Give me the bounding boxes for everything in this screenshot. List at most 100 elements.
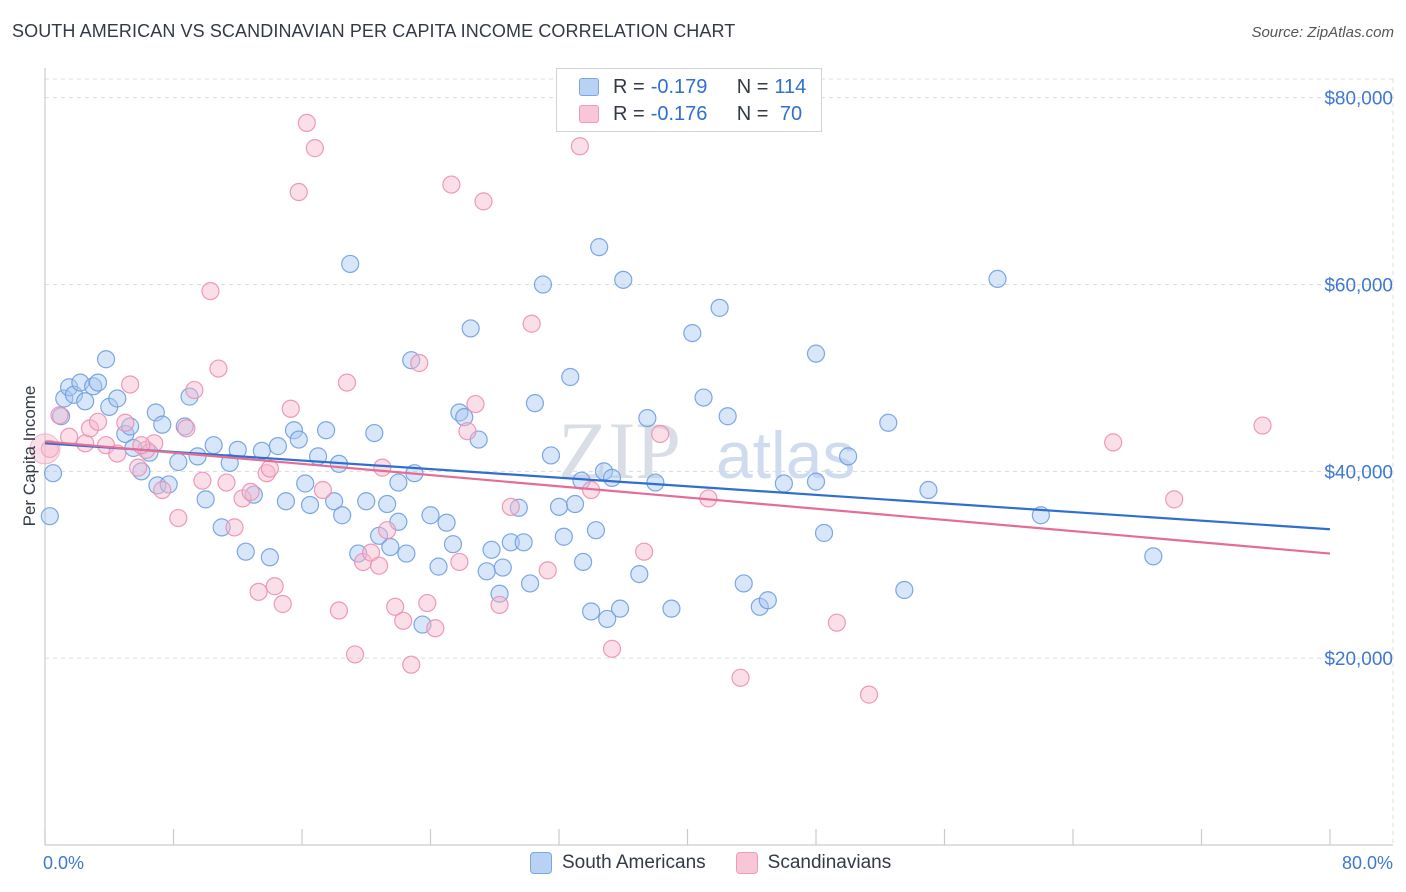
data-point-scandinavian: [378, 521, 397, 540]
data-point-scandinavian: [635, 542, 654, 561]
data-point-south-american: [381, 537, 400, 557]
legend-swatch-pink: [579, 105, 599, 123]
data-point-south-american: [455, 408, 474, 427]
data-point-south-american: [602, 468, 622, 487]
data-point-scandinavian: [418, 593, 437, 613]
y-tick-label: $40,000: [1324, 462, 1393, 483]
data-point-scandinavian: [305, 139, 324, 158]
data-point-south-american: [429, 557, 448, 576]
data-point-scandinavian: [501, 497, 520, 516]
legend-r-label: R =: [613, 102, 645, 125]
y-axis-label: Per Capita Income: [20, 385, 39, 527]
series-south-americans: [40, 238, 1163, 634]
data-point-scandinavian: [570, 137, 589, 156]
data-point-south-american: [325, 492, 344, 511]
data-point-south-american: [341, 254, 360, 274]
data-point-south-american: [582, 602, 601, 621]
data-point-south-american: [153, 415, 172, 434]
data-point-scandinavian: [1104, 433, 1123, 452]
data-point-scandinavian: [153, 480, 172, 500]
data-point-scandinavian: [394, 611, 413, 630]
data-point-scandinavian: [859, 685, 879, 704]
data-point-south-american: [590, 238, 609, 257]
data-point-scandinavian: [273, 594, 292, 614]
data-point-south-american: [284, 421, 304, 440]
legend-n-label: N =: [736, 75, 769, 98]
data-point-south-american: [758, 591, 777, 610]
data-point-scandinavian: [185, 380, 204, 400]
data-point-south-american: [586, 521, 606, 540]
legend-row-scandinavians: R = -0.176 N = 70: [579, 101, 802, 127]
data-point-south-american: [549, 497, 569, 516]
data-point-scandinavian: [116, 413, 135, 432]
data-point-scandinavian: [329, 601, 349, 620]
data-point-south-american: [397, 544, 416, 563]
data-point-scandinavian: [651, 424, 670, 444]
data-point-south-american: [188, 447, 207, 466]
data-point-south-american: [573, 552, 593, 572]
legend-n-label: N =: [736, 102, 769, 125]
data-point-south-american: [610, 599, 630, 618]
data-point-south-american: [1144, 547, 1163, 566]
data-point-south-american: [525, 394, 545, 413]
data-point-south-american: [289, 430, 308, 449]
x-tick-label: 80.0%: [1342, 853, 1393, 873]
data-point-south-american: [204, 436, 223, 455]
data-point-scandinavian: [241, 482, 260, 501]
chart-title: SOUTH AMERICAN VS SCANDINAVIAN PER CAPIT…: [12, 21, 736, 41]
data-point-scandinavian: [370, 556, 389, 575]
data-point-scandinavian: [121, 375, 140, 394]
data-point-south-american: [365, 423, 384, 443]
tick-labels: $20,000 $40,000 $60,000 $80,000 0.0% 80.0%: [43, 89, 1393, 873]
data-point-south-american: [839, 447, 858, 466]
data-point-scandinavian: [490, 595, 509, 615]
data-point-south-american: [561, 367, 580, 387]
data-point-scandinavian: [602, 639, 622, 658]
data-point-south-american: [437, 513, 456, 532]
data-point-south-american: [598, 609, 617, 629]
data-point-south-american: [276, 492, 296, 511]
x-tick-label: 0.0%: [43, 853, 84, 873]
trend-lines: [44, 440, 1331, 555]
legend-n-value: 70: [774, 102, 803, 125]
data-point-south-american: [477, 562, 496, 581]
data-point-scandinavian: [265, 577, 284, 596]
data-point-south-american: [806, 344, 826, 363]
data-point-south-american: [268, 437, 288, 456]
data-point-scandinavian: [386, 597, 405, 616]
series-scandinavians: [29, 113, 1272, 704]
data-point-scandinavian: [402, 655, 421, 674]
data-point-south-american: [718, 407, 737, 426]
data-point-scandinavian: [1253, 416, 1272, 435]
legend-item-south-americans[interactable]: South Americans: [530, 852, 706, 874]
data-point-south-american: [389, 473, 408, 492]
data-point-scandinavian: [177, 419, 196, 438]
data-point-scandinavian: [129, 458, 148, 477]
data-point-south-american: [96, 350, 116, 369]
data-point-south-american: [236, 542, 255, 561]
legend-n-value: 114: [774, 75, 807, 98]
data-point-scandinavian: [827, 613, 846, 632]
data-point-south-american: [988, 269, 1007, 289]
legend-r-label: R =: [613, 75, 645, 98]
data-point-south-american: [630, 564, 649, 584]
data-point-scandinavian: [249, 582, 268, 601]
data-point-south-american: [421, 506, 440, 525]
data-point-scandinavian: [474, 192, 493, 211]
data-point-scandinavian: [281, 399, 300, 418]
y-tick-label: $60,000: [1324, 276, 1393, 297]
data-point-scandinavian: [466, 394, 485, 414]
data-point-south-american: [814, 523, 834, 543]
legend-swatch-blue: [530, 852, 552, 874]
legend-swatch-blue: [579, 78, 599, 96]
data-point-south-american: [51, 407, 71, 426]
data-point-south-american: [734, 574, 753, 593]
data-point-south-american: [316, 421, 336, 440]
data-point-south-american: [88, 373, 108, 392]
data-point-south-american: [554, 527, 573, 546]
data-point-south-american: [879, 413, 898, 432]
data-point-scandinavian: [373, 458, 392, 477]
legend-swatch-pink: [735, 852, 758, 874]
legend-item-scandinavians[interactable]: Scandinavians: [735, 852, 891, 874]
